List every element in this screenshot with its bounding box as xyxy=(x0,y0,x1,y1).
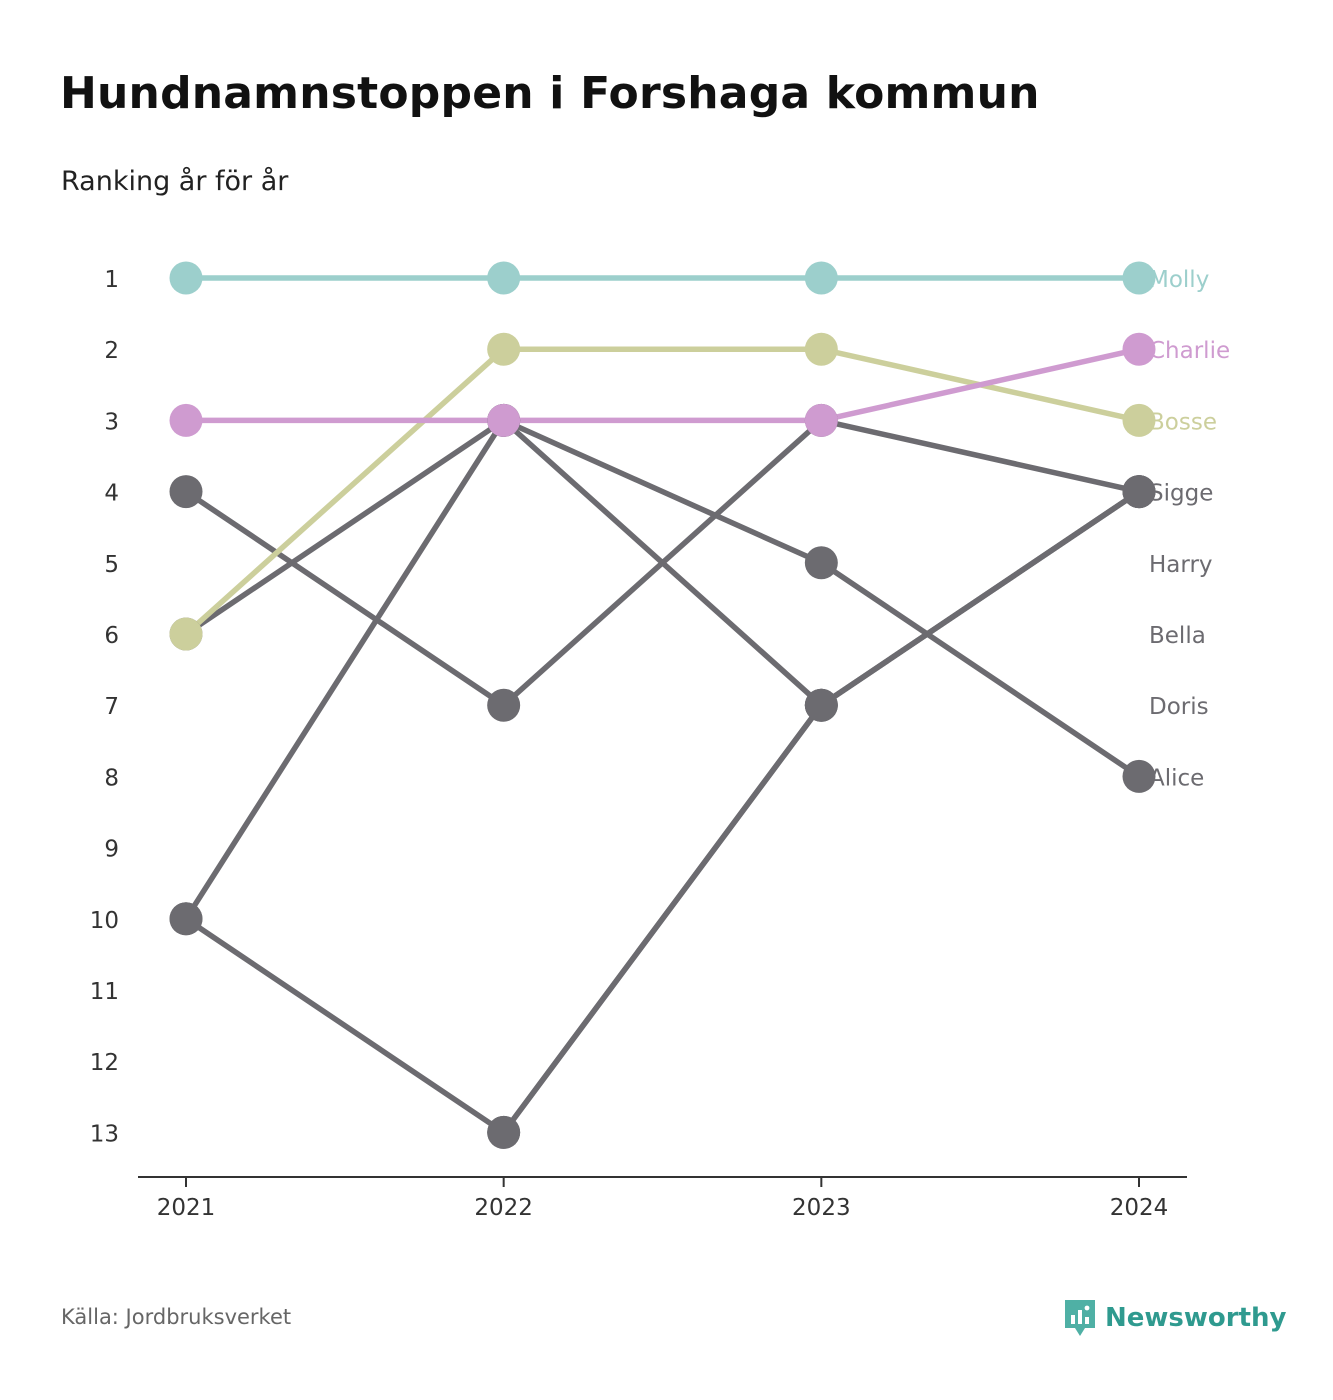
y-tick-label: 11 xyxy=(90,979,119,1005)
end-label-bella: Bella xyxy=(1149,623,1206,649)
point-sigge xyxy=(1122,475,1156,509)
chart-subtitle: Ranking år för år xyxy=(61,166,289,197)
point-bosse xyxy=(804,332,838,366)
point-bosse xyxy=(487,332,521,366)
point-bosse xyxy=(1122,403,1156,437)
point-molly xyxy=(804,261,838,295)
brand[interactable]: Newsworthy xyxy=(1063,1298,1286,1338)
point-molly xyxy=(1122,261,1156,295)
y-tick-label: 13 xyxy=(90,1121,119,1147)
point-bosse xyxy=(169,617,203,651)
point-charlie xyxy=(169,403,203,437)
y-tick-label: 4 xyxy=(104,481,119,507)
end-label-molly: Molly xyxy=(1149,267,1209,293)
y-tick-label: 9 xyxy=(104,837,119,863)
x-tick-label: 2024 xyxy=(1110,1195,1169,1221)
y-tick-label: 5 xyxy=(104,552,119,578)
source-note: Källa: Jordbruksverket xyxy=(61,1305,292,1329)
point-molly xyxy=(487,261,521,295)
point-charlie xyxy=(487,403,521,437)
y-tick-label: 12 xyxy=(90,1050,119,1076)
y-tick-label: 1 xyxy=(104,267,119,293)
point-charlie xyxy=(1122,332,1156,366)
end-label-charlie: Charlie xyxy=(1149,338,1230,364)
end-label-doris: Doris xyxy=(1149,694,1209,720)
chart-title: Hundnamnstoppen i Forshaga kommun xyxy=(60,68,1040,119)
y-tick-label: 8 xyxy=(104,765,119,791)
series-line-sigge xyxy=(183,488,1142,1136)
point-sigge xyxy=(487,1115,521,1149)
y-tick-label: 2 xyxy=(104,338,119,364)
series-line-charlie xyxy=(183,346,1142,424)
series-line-alice xyxy=(183,417,1142,922)
lines-layer xyxy=(183,275,1142,1136)
end-label-alice: Alice xyxy=(1149,765,1204,791)
y-tick-label: 10 xyxy=(90,908,119,934)
y-tick-label: 6 xyxy=(104,623,119,649)
labels-layer: Molly Charlie Bosse Sigge Harry Bella Doris Ali… xyxy=(1149,267,1230,791)
point-sigge xyxy=(169,902,203,936)
y-tick-label: 3 xyxy=(104,409,119,435)
point-charlie xyxy=(804,403,838,437)
newsworthy-logo-icon xyxy=(1065,1300,1095,1336)
point-molly xyxy=(169,261,203,295)
point-bella xyxy=(169,475,203,509)
series-line-harry xyxy=(500,488,1142,1136)
end-label-sigge: Sigge xyxy=(1149,481,1213,507)
point-sigge xyxy=(804,688,838,722)
x-tick-label: 2022 xyxy=(474,1195,533,1221)
end-label-bosse: Bosse xyxy=(1149,409,1217,435)
brand-name: Newsworthy xyxy=(1105,1303,1287,1333)
y-tick-label: 7 xyxy=(104,694,119,720)
end-label-harry: Harry xyxy=(1149,552,1213,578)
point-alice xyxy=(804,546,838,580)
point-bella xyxy=(487,688,521,722)
point-alice xyxy=(1122,759,1156,793)
x-tick-label: 2021 xyxy=(157,1195,216,1221)
points-layer xyxy=(169,261,1156,1149)
x-tick-label: 2023 xyxy=(792,1195,851,1221)
series-line-bella xyxy=(183,417,1142,708)
